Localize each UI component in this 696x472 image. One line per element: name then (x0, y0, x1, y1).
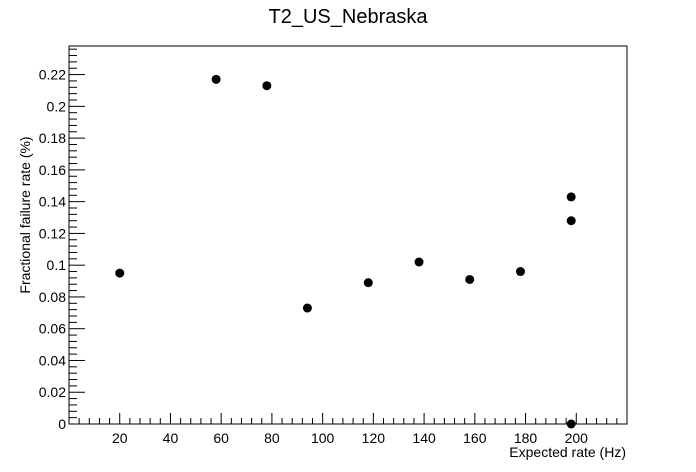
x-tick-label: 100 (311, 430, 335, 446)
data-points (115, 74, 576, 429)
data-point (566, 192, 576, 202)
y-tick-label: 0.02 (39, 384, 66, 400)
y-tick-label: 0.2 (47, 98, 67, 114)
y-tick-label: 0.12 (39, 225, 66, 241)
y-tick-label: 0.08 (39, 289, 66, 305)
x-tick-label: 140 (412, 430, 436, 446)
y-tick-label: 0.16 (39, 162, 66, 178)
x-axis-title: Expected rate (Hz) (509, 444, 626, 460)
plot-frame (68, 45, 628, 425)
data-point (211, 74, 221, 84)
y-axis-title: Fractional failure rate (%) (17, 136, 33, 293)
x-axis: 20 40 60 80 100 120 140 160 180 200 (78, 413, 618, 446)
y-tick-label: 0.22 (39, 67, 66, 83)
data-point (465, 274, 475, 284)
x-tick-label: 180 (514, 430, 538, 446)
data-point (302, 303, 312, 313)
data-point (414, 257, 424, 267)
data-point (363, 278, 373, 288)
x-tick-label: 80 (264, 430, 280, 446)
y-tick-label: 0.1 (47, 257, 67, 273)
y-tick-label: 0.04 (39, 352, 66, 368)
x-tick-label: 200 (565, 430, 589, 446)
y-axis: 0 0.02 0.04 0.06 0.08 0.1 0.12 0.14 0.16 0.18 0.2 0… (39, 48, 85, 432)
data-point (262, 81, 272, 91)
x-tick-label: 120 (362, 430, 386, 446)
x-tick-label: 160 (463, 430, 487, 446)
y-tick-label: 0 (58, 416, 66, 432)
y-tick-label: 0.18 (39, 130, 66, 146)
chart-title: T2_US_Nebraska (269, 6, 429, 28)
data-point (515, 267, 525, 277)
x-tick-label: 40 (163, 430, 179, 446)
x-tick-label: 60 (213, 430, 229, 446)
data-point (566, 419, 576, 429)
data-point (566, 216, 576, 226)
y-tick-label: 0.06 (39, 321, 66, 337)
data-point (115, 268, 125, 278)
x-tick-label: 20 (112, 430, 128, 446)
y-tick-label: 0.14 (39, 194, 66, 210)
